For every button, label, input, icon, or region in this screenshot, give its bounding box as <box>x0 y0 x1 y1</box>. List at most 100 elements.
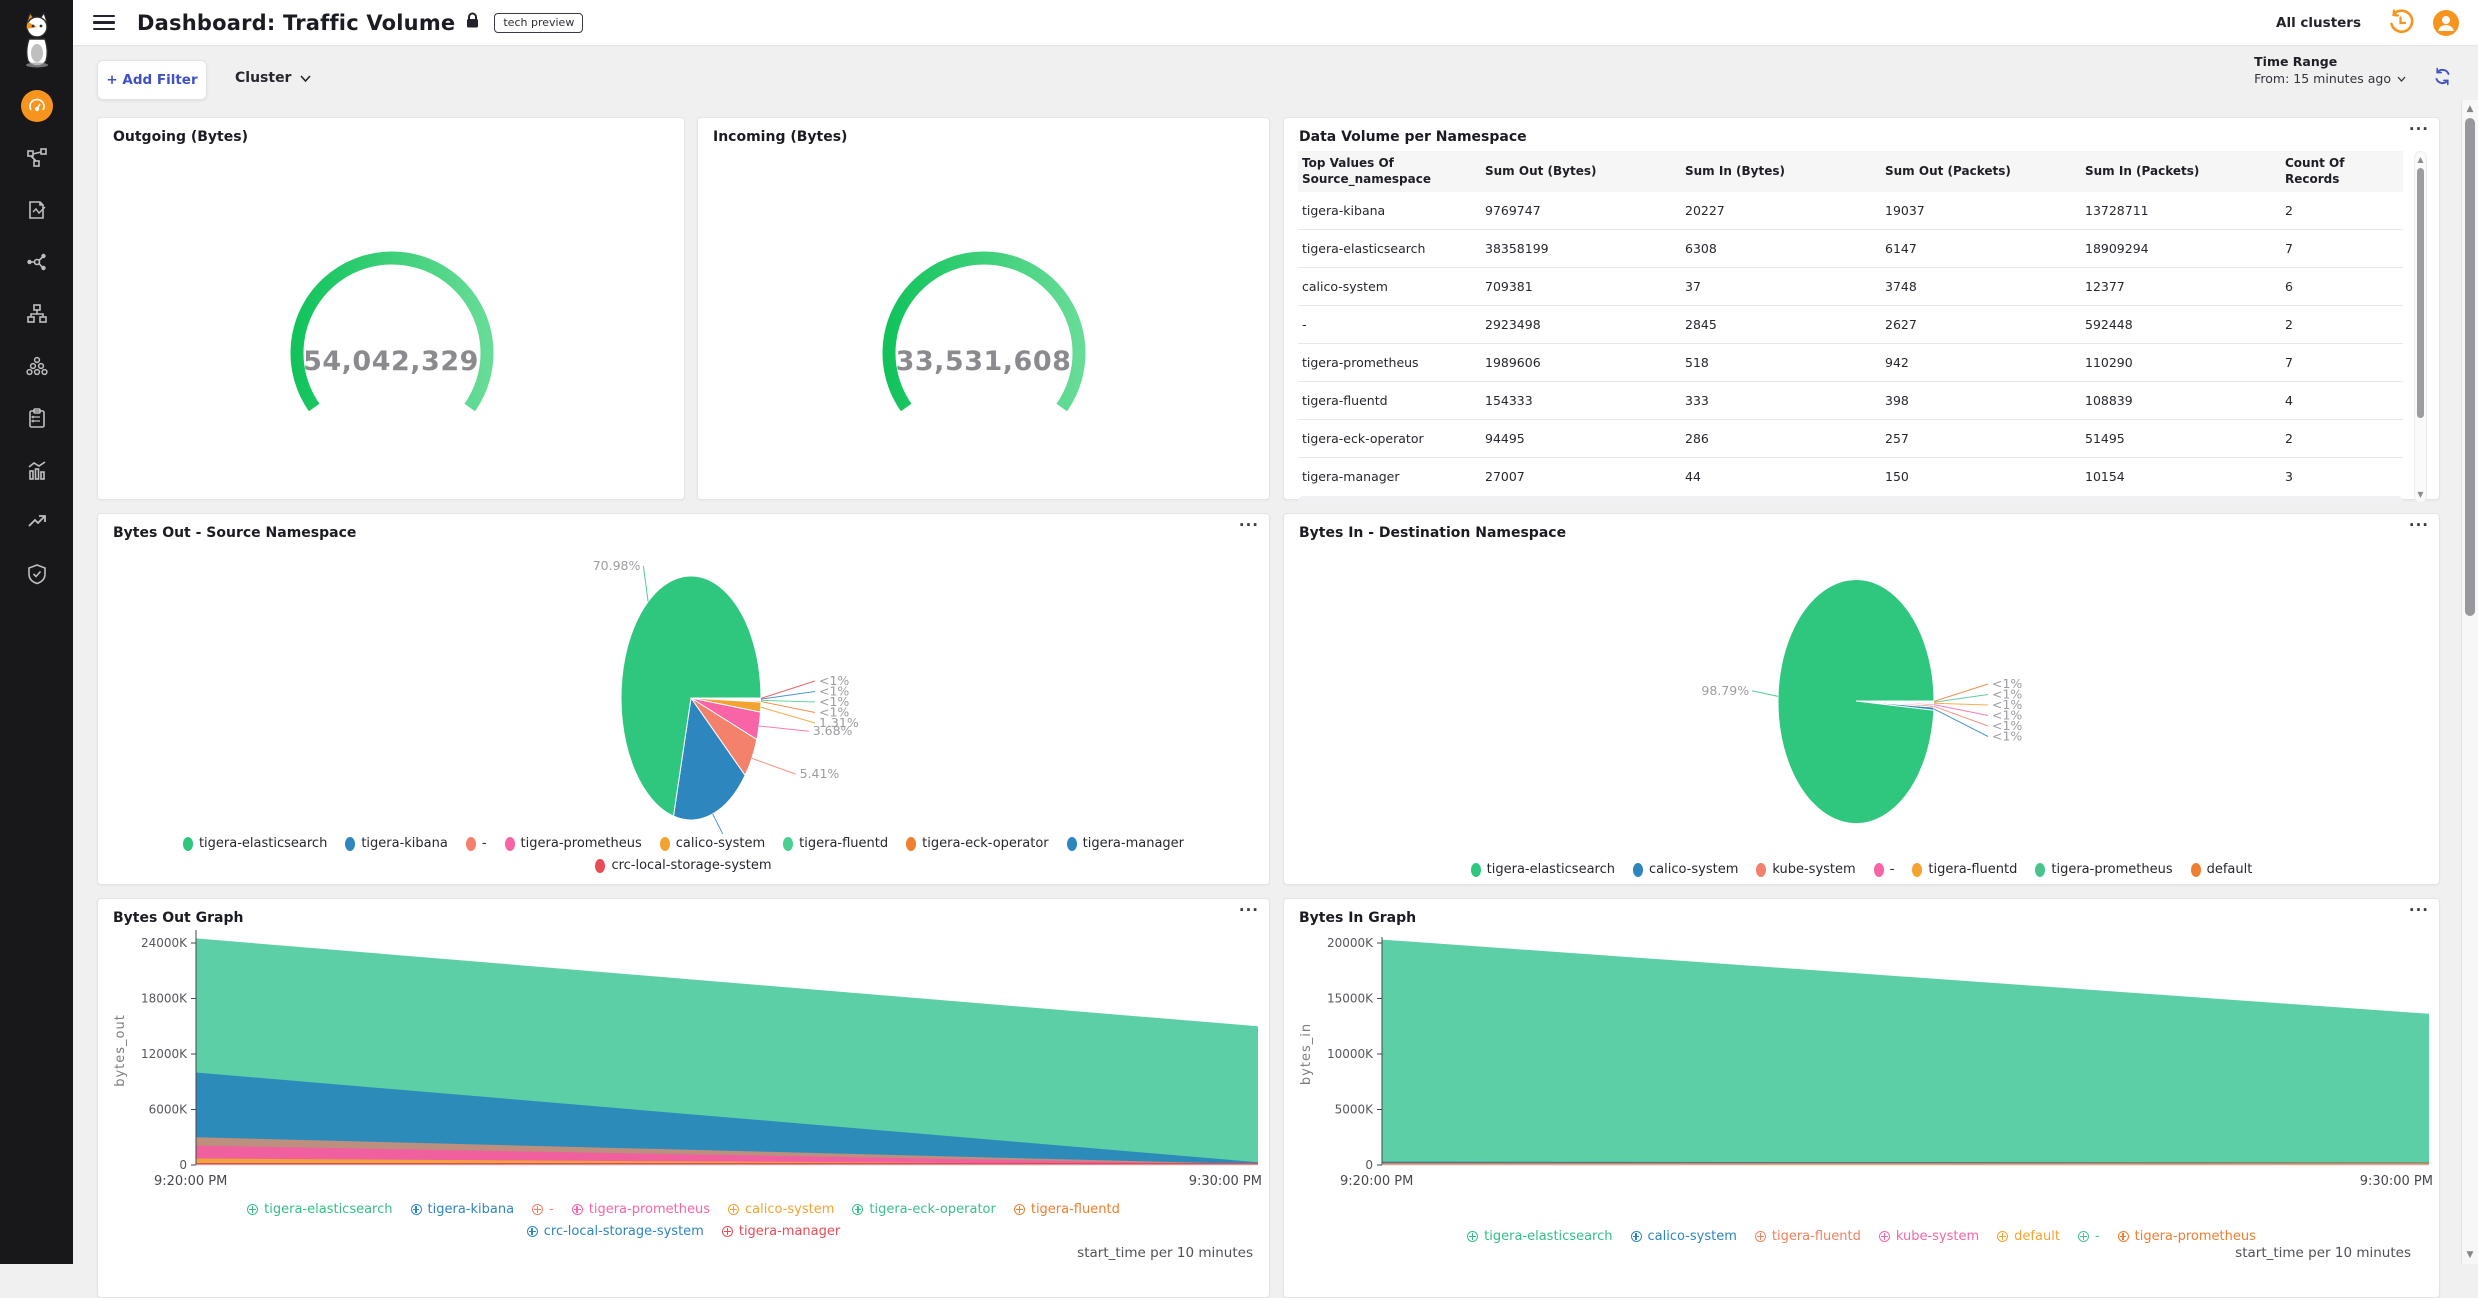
scroll-down-icon[interactable]: ▼ <box>2462 1250 2478 1260</box>
gauge-arc <box>297 258 487 408</box>
legend-item-tigera-elasticsearch[interactable]: tigera-elasticsearch <box>183 836 327 851</box>
cluster-dropdown[interactable]: Cluster <box>235 70 311 86</box>
scroll-down-icon[interactable]: ▼ <box>2415 490 2426 499</box>
page-scrollbar[interactable]: ▲ ▼ <box>2461 100 2478 1264</box>
legend-item-default[interactable]: default <box>1997 1229 2060 1244</box>
panel-title: Bytes Out Graph <box>113 910 243 926</box>
y-axis-tick-label: 15000K <box>1327 992 1374 1006</box>
user-avatar[interactable] <box>2432 9 2460 37</box>
legend-item-kube-system[interactable]: kube-system <box>1756 862 1855 877</box>
table-cell: 94495 <box>1481 431 1681 446</box>
scroll-up-icon[interactable]: ▲ <box>2462 104 2478 114</box>
add-filter-button[interactable]: + Add Filter <box>97 60 207 100</box>
legend-label: calico-system <box>676 836 765 851</box>
legend-label: tigera-elasticsearch <box>1487 862 1615 877</box>
legend-item-tigera-fluentd[interactable]: tigera-fluentd <box>1912 862 2017 877</box>
panel-menu-button[interactable]: ··· <box>2409 901 2429 919</box>
time-range-value[interactable]: From: 15 minutes ago <box>2254 71 2406 86</box>
legend-item-tigera-prometheus[interactable]: tigera-prometheus <box>2118 1229 2256 1244</box>
all-clusters-label[interactable]: All clusters <box>2276 15 2361 31</box>
legend-item-tigera-manager[interactable]: tigera-manager <box>722 1224 840 1239</box>
table-column-header[interactable]: Sum In (Bytes) <box>1681 159 1881 185</box>
bytes-out-pie-chart: <1%<1%<1%<1%1.31%3.68%5.41%18.08%70.98% <box>98 514 1271 834</box>
panel-menu-button[interactable]: ··· <box>2409 516 2429 534</box>
legend-item-tigera-eck-operator[interactable]: tigera-eck-operator <box>852 1202 995 1217</box>
legend-item-tigera-kibana[interactable]: tigera-kibana <box>345 836 448 851</box>
legend-item--[interactable]: - <box>2078 1229 2100 1244</box>
panel-menu-button[interactable]: ··· <box>2409 120 2429 138</box>
sidebar-item-dashboards[interactable] <box>21 90 53 122</box>
sidebar-item-threat-defense[interactable] <box>21 558 53 590</box>
legend-item-default[interactable]: default <box>2191 862 2253 877</box>
sidebar-item-policies[interactable] <box>21 194 53 226</box>
area-series-tigera-elasticsearch <box>1382 940 2429 1165</box>
sidebar-item-endpoints[interactable] <box>21 350 53 382</box>
legend-series-icon <box>411 1204 422 1215</box>
legend-label: kube-system <box>1896 1229 1979 1244</box>
x-axis-tick-label: 9:30:00 PM <box>1189 1174 1262 1189</box>
table-cell: 1989606 <box>1481 355 1681 370</box>
sidebar-item-service-graph[interactable] <box>21 246 53 278</box>
legend-label: tigera-prometheus <box>2051 862 2172 877</box>
legend-item-tigera-prometheus[interactable]: tigera-prometheus <box>2035 862 2172 877</box>
legend-item--[interactable]: - <box>532 1202 554 1217</box>
legend-color-dot <box>783 837 793 851</box>
legend-item-tigera-elasticsearch[interactable]: tigera-elasticsearch <box>1467 1229 1612 1244</box>
legend-item-tigera-kibana[interactable]: tigera-kibana <box>411 1202 515 1217</box>
table-column-header[interactable]: Count Of Records <box>2281 151 2403 192</box>
y-axis-tick-label: 5000K <box>1335 1103 1375 1117</box>
panel-menu-button[interactable]: ··· <box>1239 516 1259 534</box>
y-axis-tick-label: 0 <box>1365 1158 1373 1172</box>
legend-series-icon <box>1631 1231 1642 1242</box>
table-cell: 18909294 <box>2081 241 2281 256</box>
legend-item-kube-system[interactable]: kube-system <box>1879 1229 1979 1244</box>
table-column-header[interactable]: Sum Out (Bytes) <box>1481 159 1681 185</box>
legend-label: crc-local-storage-system <box>611 858 771 873</box>
table-cell: 12377 <box>2081 279 2281 294</box>
table-scrollbar-thumb[interactable] <box>2417 168 2424 418</box>
legend-item-tigera-elasticsearch[interactable]: tigera-elasticsearch <box>247 1202 392 1217</box>
table-column-header[interactable]: Sum Out (Packets) <box>1881 159 2081 185</box>
legend-item--[interactable]: - <box>1874 862 1895 877</box>
sidebar-item-activity-metrics[interactable] <box>21 454 53 486</box>
legend-item--[interactable]: - <box>466 836 487 851</box>
legend-item-tigera-elasticsearch[interactable]: tigera-elasticsearch <box>1471 862 1615 877</box>
history-icon[interactable] <box>2387 9 2414 36</box>
legend-item-tigera-fluentd[interactable]: tigera-fluentd <box>783 836 888 851</box>
sidebar-item-compliance-reports[interactable] <box>21 402 53 434</box>
legend-item-tigera-prometheus[interactable]: tigera-prometheus <box>572 1202 710 1217</box>
legend-item-tigera-prometheus[interactable]: tigera-prometheus <box>505 836 642 851</box>
sidebar-item-trends[interactable] <box>21 506 53 538</box>
table-column-header[interactable]: Top Values Of Source_namespace <box>1298 151 1481 192</box>
panel-bytes-in-pie: Bytes In - Destination Namespace ··· <1%… <box>1283 513 2440 885</box>
legend-item-calico-system[interactable]: calico-system <box>660 836 765 851</box>
scroll-up-icon[interactable]: ▲ <box>2415 155 2426 164</box>
sidebar-item-network-topology[interactable] <box>21 142 53 174</box>
legend-item-calico-system[interactable]: calico-system <box>1633 862 1738 877</box>
table-cell: 7 <box>2281 355 2403 370</box>
table-hscroll-track[interactable] <box>1298 496 2403 505</box>
legend-item-tigera-fluentd[interactable]: tigera-fluentd <box>1755 1229 1861 1244</box>
table-scrollbar[interactable]: ▲ ▼ <box>2414 151 2427 503</box>
legend-item-crc-local-storage-system[interactable]: crc-local-storage-system <box>527 1224 704 1239</box>
legend-item-calico-system[interactable]: calico-system <box>728 1202 834 1217</box>
legend-item-calico-system[interactable]: calico-system <box>1631 1229 1737 1244</box>
panel-menu-button[interactable]: ··· <box>1239 901 1259 919</box>
legend-item-tigera-eck-operator[interactable]: tigera-eck-operator <box>906 836 1048 851</box>
y-axis-title: bytes_in <box>1299 1023 1314 1085</box>
legend-item-crc-local-storage-system[interactable]: crc-local-storage-system <box>595 858 771 873</box>
calico-cat-logo[interactable] <box>16 8 58 72</box>
sidebar-item-network-tree[interactable] <box>21 298 53 330</box>
page-scrollbar-thumb[interactable] <box>2465 118 2475 616</box>
top-header: Dashboard: Traffic Volume tech preview A… <box>73 0 2478 45</box>
table-column-header[interactable]: Sum In (Packets) <box>2081 159 2281 185</box>
table-cell: 2845 <box>1681 317 1881 332</box>
pie-percent-label: 98.79% <box>1701 683 1749 698</box>
hamburger-menu-icon[interactable] <box>93 11 115 35</box>
legend-item-tigera-fluentd[interactable]: tigera-fluentd <box>1014 1202 1120 1217</box>
refresh-icon[interactable] <box>2433 67 2452 90</box>
legend-item-tigera-manager[interactable]: tigera-manager <box>1067 836 1184 851</box>
